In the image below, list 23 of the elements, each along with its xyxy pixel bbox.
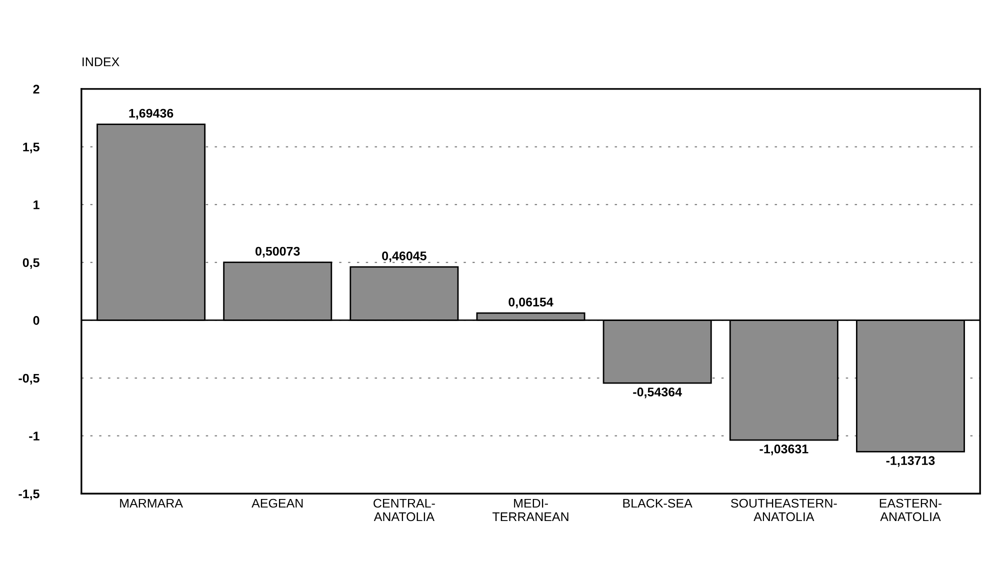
x-tick-label: EASTERN- ANATOLIA [880,498,942,522]
x-tick-label: MARMARA [120,498,183,508]
x-tick-label: MEDI- TERRANEAN [492,498,568,522]
y-tick-label: -1,5 [18,490,40,500]
y-tick-label: 0,5 [22,258,40,269]
y-tick-label: 0 [33,316,40,325]
data-label: 0,50073 [256,246,300,258]
y-tick-label: 1 [34,200,40,210]
x-tick-label: AEGEAN [252,498,303,508]
x-tick-label: CENTRAL- ANATOLIA [374,498,435,522]
y-axis-title: INDEX [82,58,120,66]
data-label: -1,13713 [886,456,935,467]
data-label: -1,03631 [760,444,808,456]
data-label: 0,46045 [382,251,426,262]
data-label: -0,54364 [633,388,682,398]
y-tick-label: 1,5 [23,142,40,154]
y-tick-label: 2 [33,84,40,94]
y-tick-label: -1 [29,432,40,440]
x-tick-label: BLACK-SEA [623,498,692,508]
data-label: 1,69436 [129,108,174,120]
x-tick-label: SOUTHEASTERN- ANATOLIA [730,498,837,522]
data-label: 0,06154 [508,298,554,308]
y-tick-label: -0,5 [18,374,40,384]
